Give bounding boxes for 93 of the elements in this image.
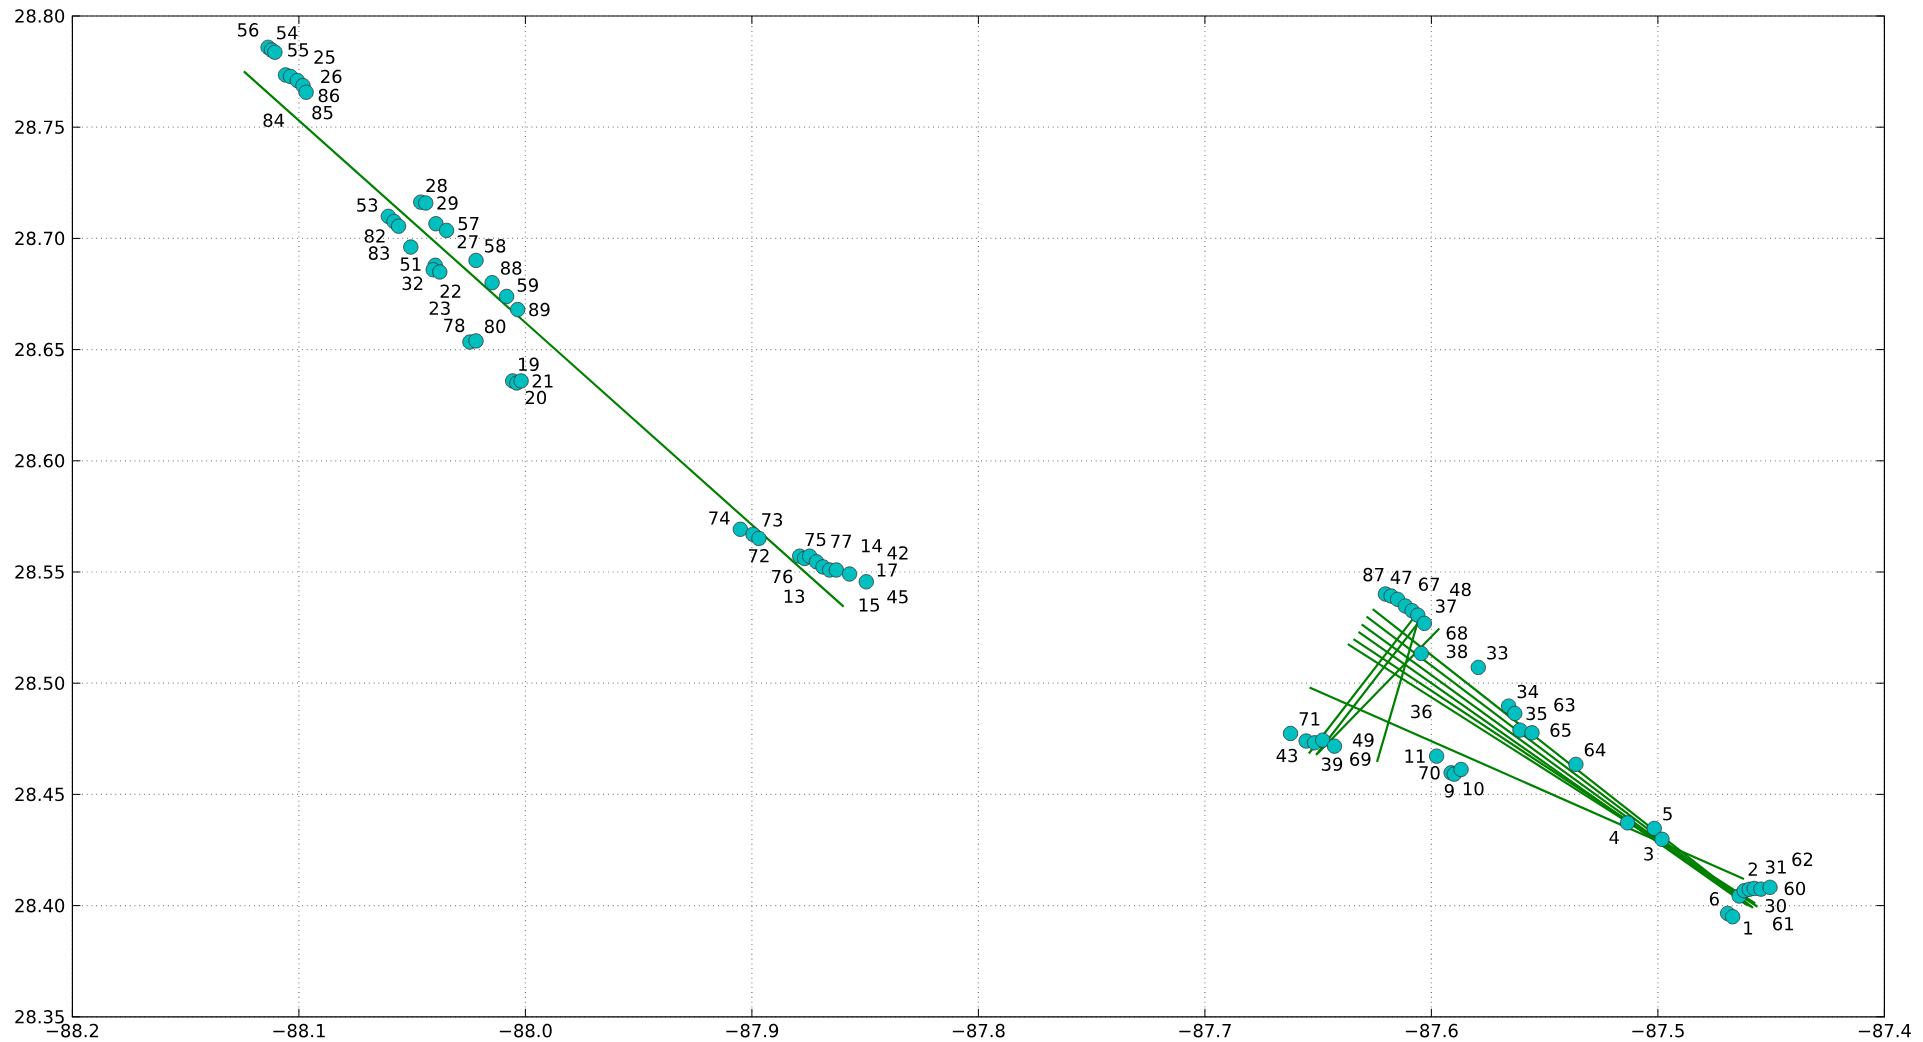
annotation: 27 xyxy=(457,235,478,249)
x-tick-label: −87.5 xyxy=(1632,1023,1684,1038)
annotation: 43 xyxy=(1276,748,1298,763)
annotation: 36 xyxy=(1411,704,1432,719)
annotation: 1 xyxy=(1744,921,1753,935)
y-tick-label: 28.45 xyxy=(15,787,64,802)
annotation: 28 xyxy=(426,178,447,193)
annotation: 59 xyxy=(517,278,538,292)
annotation: 13 xyxy=(784,589,805,604)
annotation: 15 xyxy=(859,598,880,612)
y-tick-label: 28.65 xyxy=(15,342,64,357)
x-tick-label: −87.6 xyxy=(1405,1023,1458,1038)
annotation: 21 xyxy=(532,374,553,388)
annotation: 56 xyxy=(238,23,259,37)
annotation: 57 xyxy=(458,217,479,231)
y-tick-label: 28.40 xyxy=(15,898,65,913)
x-tick-label: −87.9 xyxy=(726,1023,779,1038)
annotation: 3 xyxy=(1644,847,1653,861)
y-tick-label: 28.70 xyxy=(15,231,65,246)
x-tick-label: −87.4 xyxy=(1858,1023,1911,1038)
annotation: 88 xyxy=(500,261,522,275)
y-tick-label: 28.60 xyxy=(15,454,65,468)
annotation: 37 xyxy=(1436,599,1456,613)
annotation: 55 xyxy=(288,43,309,57)
annotation: 34 xyxy=(1517,684,1539,699)
annotation: 76 xyxy=(772,569,793,584)
annotation: 22 xyxy=(440,284,461,298)
annotation: 78 xyxy=(444,318,465,333)
annotation: 17 xyxy=(877,563,897,577)
annotation: 64 xyxy=(1584,743,1606,757)
annotation: 4 xyxy=(1609,830,1619,844)
annotation: 9 xyxy=(1444,784,1454,798)
annotation: 25 xyxy=(314,50,335,64)
annotation: 75 xyxy=(805,532,826,547)
annotation: 6 xyxy=(1709,892,1719,906)
annotation: 10 xyxy=(1463,781,1484,796)
annotation: 84 xyxy=(263,113,285,128)
annotation: 31 xyxy=(1765,860,1786,874)
x-tick-label: −87.7 xyxy=(1179,1023,1231,1038)
annotation: 89 xyxy=(529,302,550,317)
annotation: 53 xyxy=(357,198,378,212)
y-tick-label: 28.75 xyxy=(15,120,64,134)
annotation: 45 xyxy=(887,590,908,604)
annotation: 49 xyxy=(1352,733,1374,747)
y-tick-label: 28.50 xyxy=(15,676,65,690)
annotation: 54 xyxy=(277,26,298,40)
x-tick-label: −88.2 xyxy=(46,1023,99,1038)
annotation: 60 xyxy=(1784,881,1806,896)
annotation: 51 xyxy=(400,257,421,271)
annotation: 38 xyxy=(1446,644,1468,659)
annotation: 63 xyxy=(1554,698,1575,712)
y-tick-label: 28.80 xyxy=(15,9,65,23)
annotation: 85 xyxy=(312,105,333,120)
annotation: 70 xyxy=(1419,766,1440,780)
annotation: 26 xyxy=(321,69,342,84)
annotation: 73 xyxy=(762,513,783,527)
x-tick-label: −87.8 xyxy=(952,1023,1005,1038)
annotation: 14 xyxy=(861,539,882,553)
annotation: 23 xyxy=(429,301,450,315)
annotation: 61 xyxy=(1773,916,1793,931)
annotation: 86 xyxy=(318,88,340,103)
annotation: 87 xyxy=(1363,567,1384,582)
annotation: 68 xyxy=(1446,626,1468,640)
annotation: 39 xyxy=(1321,757,1343,771)
annotation: 74 xyxy=(709,511,730,525)
annotation: 35 xyxy=(1526,706,1547,721)
annotation: 42 xyxy=(887,546,908,560)
annotation: 82 xyxy=(364,229,385,243)
annotation: 72 xyxy=(748,548,769,563)
annotation: 33 xyxy=(1487,646,1508,660)
annotation: 47 xyxy=(1390,570,1412,584)
annotation: 62 xyxy=(1792,852,1813,867)
annotation: 20 xyxy=(525,390,547,405)
annotation: 58 xyxy=(485,239,506,253)
annotation: 2 xyxy=(1748,862,1757,876)
y-tick-label: 28.55 xyxy=(15,565,64,579)
annotation: 77 xyxy=(831,534,852,548)
annotation: 48 xyxy=(1450,582,1471,597)
annotation: 83 xyxy=(368,246,389,260)
annotation: 5 xyxy=(1663,807,1672,821)
annotation: 32 xyxy=(402,276,423,291)
x-tick-label: −88.0 xyxy=(499,1023,552,1038)
annotation: 67 xyxy=(1418,577,1440,592)
annotation: 80 xyxy=(484,319,506,334)
annotation: 30 xyxy=(1765,898,1786,913)
x-tick-label: −88.1 xyxy=(273,1023,325,1038)
annotation: 65 xyxy=(1550,723,1571,737)
y-tick-label: 28.35 xyxy=(15,1010,64,1024)
annotation: 29 xyxy=(437,196,458,210)
annotation: 69 xyxy=(1350,752,1371,766)
annotation: 11 xyxy=(1405,749,1425,763)
annotation: 71 xyxy=(1299,712,1320,726)
annotation: 19 xyxy=(519,357,539,372)
